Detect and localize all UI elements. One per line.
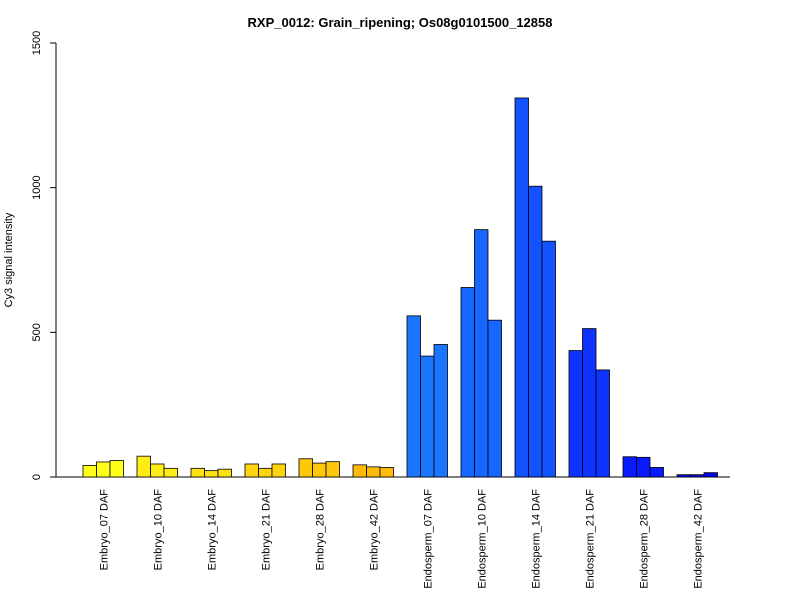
category-labels: Embryo_07 DAF Embryo_10 DAF Embryo_14 DAF E… — [98, 489, 704, 589]
bar — [298, 458, 313, 478]
category-label: Endosperm_21 DAF — [584, 489, 596, 589]
bar — [474, 229, 489, 478]
bar — [109, 460, 124, 478]
bar — [690, 474, 705, 478]
bar — [244, 463, 259, 478]
y-axis-label: Cy3 signal intensity — [3, 212, 15, 307]
category-label: Endosperm_07 DAF — [422, 489, 434, 589]
bar — [460, 287, 475, 478]
bar — [204, 470, 219, 478]
bar — [433, 344, 448, 478]
category-label: Embryo_10 DAF — [152, 489, 164, 571]
bar — [703, 472, 718, 478]
bar — [514, 97, 529, 478]
bar — [190, 467, 205, 478]
y-tick-label: 1000 — [31, 175, 43, 199]
bar — [217, 468, 232, 478]
bar — [649, 467, 664, 478]
bar — [271, 463, 286, 478]
category-label: Embryo_07 DAF — [98, 489, 110, 571]
y-tick-label: 500 — [31, 323, 43, 341]
bar — [622, 456, 637, 478]
bar — [568, 350, 583, 478]
category-label: Endosperm_10 DAF — [476, 489, 488, 589]
y-axis: 0 500 1000 1500 — [31, 31, 57, 480]
bar — [150, 463, 165, 478]
bar — [582, 328, 597, 478]
category-label: Endosperm_14 DAF — [530, 489, 542, 589]
chart-title: RXP_0012: Grain_ripening; Os08g0101500_1… — [248, 15, 553, 30]
category-label: Endosperm_28 DAF — [638, 489, 650, 589]
bar — [406, 315, 421, 478]
bar — [325, 461, 340, 478]
bar — [82, 465, 97, 478]
bar — [379, 467, 394, 478]
bar — [636, 456, 651, 478]
bar — [163, 467, 178, 478]
category-label: Embryo_28 DAF — [314, 489, 326, 571]
category-label: Embryo_21 DAF — [260, 489, 272, 571]
bar — [487, 319, 502, 478]
y-tick-label: 1500 — [31, 31, 43, 55]
bar — [595, 369, 610, 478]
bar — [312, 462, 327, 478]
bar — [528, 185, 543, 478]
bar — [258, 467, 273, 478]
bar — [420, 355, 435, 478]
category-label: Embryo_42 DAF — [368, 489, 380, 571]
bar — [366, 466, 381, 478]
bars — [82, 97, 718, 478]
bar — [541, 240, 556, 478]
bar — [676, 474, 691, 478]
bar — [136, 455, 151, 478]
category-label: Embryo_14 DAF — [206, 489, 218, 571]
bar — [96, 461, 111, 478]
category-label: Endosperm_42 DAF — [692, 489, 704, 589]
y-tick-label: 0 — [31, 474, 43, 480]
bar — [352, 464, 367, 478]
